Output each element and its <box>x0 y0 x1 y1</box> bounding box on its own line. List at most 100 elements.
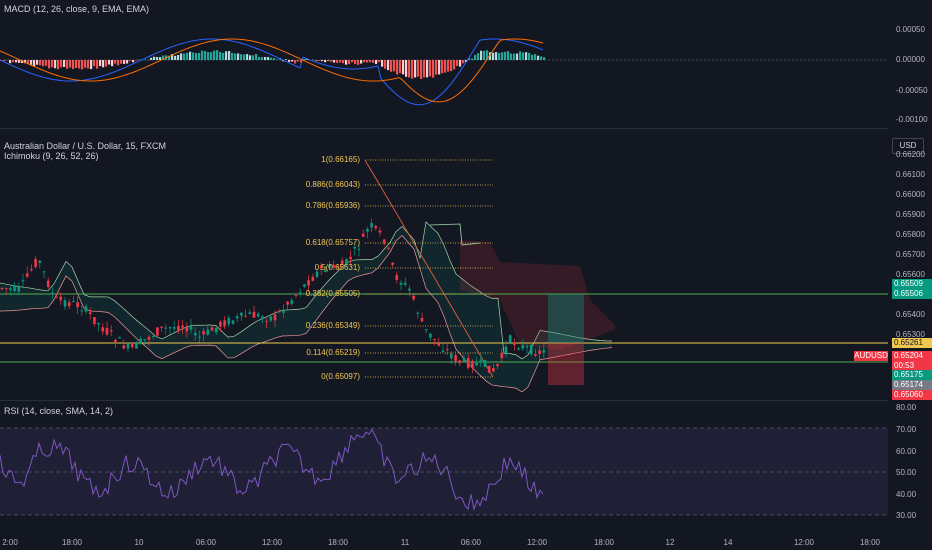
pane-divider-top[interactable] <box>0 128 888 129</box>
candle-body <box>265 320 268 322</box>
fib-trend-line <box>364 159 494 378</box>
macd-histogram-bar <box>294 60 297 64</box>
macd-histogram-bar <box>408 60 411 78</box>
macd-histogram-bar <box>342 60 345 64</box>
fib-level-label: 0.382(0.65505) <box>305 289 360 298</box>
macd-histogram-bar <box>99 60 102 67</box>
macd-histogram-bar <box>369 60 372 63</box>
macd-histogram-bar <box>120 60 123 64</box>
macd-histogram-bar <box>357 60 360 65</box>
ichimoku-legend[interactable]: Ichimoku (9, 26, 52, 26) <box>4 151 99 161</box>
macd-histogram-bar <box>168 55 171 60</box>
rsi-y-tick: 50.00 <box>896 468 917 477</box>
macd-legend[interactable]: MACD (12, 26, close, 9, EMA, EMA) <box>4 4 150 14</box>
candle-body <box>139 338 142 345</box>
rsi-legend[interactable]: RSI (14, close, SMA, 14, 2) <box>4 406 114 416</box>
candle-body <box>185 327 189 332</box>
candle-body <box>177 325 180 331</box>
candle-body <box>42 271 46 273</box>
macd-histogram-bar <box>234 53 237 60</box>
candle-body <box>303 284 306 287</box>
candle-body <box>109 330 113 332</box>
macd-histogram-bar <box>423 60 426 78</box>
candle-body <box>408 288 411 291</box>
macd-histogram-bar <box>153 56 156 60</box>
macd-histogram-bar <box>186 52 189 60</box>
candle-body <box>206 329 210 335</box>
ichimoku-peak <box>429 223 481 246</box>
macd-histogram-bar <box>321 60 324 62</box>
macd-histogram-bar <box>318 60 321 61</box>
macd-histogram-bar <box>237 53 240 60</box>
macd-histogram-bar <box>471 58 474 60</box>
candle-body <box>450 353 453 359</box>
price-tag: 0.65261 <box>892 338 932 348</box>
macd-histogram-bar <box>276 59 279 60</box>
candle-body <box>25 273 29 277</box>
macd-histogram-bar <box>12 60 15 63</box>
macd-histogram-bar <box>315 60 318 62</box>
candle-body <box>462 358 466 362</box>
candle-body <box>353 246 357 249</box>
macd-histogram-bar <box>231 52 234 60</box>
macd-histogram-bar <box>54 60 57 69</box>
fib-level-label: 1(0.66165) <box>321 155 360 164</box>
macd-histogram-bar <box>300 60 303 63</box>
candle-body <box>143 339 147 341</box>
candle-body <box>13 285 16 292</box>
macd-histogram-bar <box>459 60 462 67</box>
macd-y-tick: -0.00100 <box>896 115 928 124</box>
candle-body <box>496 363 499 367</box>
macd-histogram-bar <box>183 53 186 60</box>
candle-body <box>534 354 537 356</box>
candle-body <box>298 292 302 294</box>
macd-histogram-bar <box>402 60 405 75</box>
macd-histogram-bar <box>297 60 300 62</box>
symbol-title[interactable]: Australian Dollar / U.S. Dollar, 15, FXC… <box>4 141 167 151</box>
candle-body <box>164 327 168 329</box>
macd-histogram-bar <box>333 60 336 63</box>
macd-histogram-bar <box>42 60 45 67</box>
macd-histogram-bar <box>354 60 357 65</box>
candle-body <box>248 312 252 315</box>
fib-level-label: 0(0.65097) <box>321 372 360 381</box>
macd-histogram-bar <box>36 60 39 65</box>
macd-histogram-bar <box>51 60 54 68</box>
ichimoku-cloud-future <box>460 240 615 350</box>
macd-histogram-bar <box>27 60 30 65</box>
macd-histogram-bar <box>105 60 108 67</box>
macd-histogram-bar <box>486 50 489 60</box>
position-profit-zone <box>548 294 584 343</box>
macd-histogram-bar <box>360 60 363 64</box>
candle-body <box>38 260 42 263</box>
macd-histogram-bar <box>291 60 294 62</box>
currency-button[interactable]: USD <box>892 138 924 154</box>
macd-histogram-bar <box>72 60 75 70</box>
macd-histogram-bar <box>447 60 450 72</box>
candle-body <box>46 280 50 288</box>
candle-body <box>235 316 239 319</box>
candle-body <box>378 230 382 233</box>
candle-body <box>227 317 231 325</box>
macd-histogram-bar <box>483 50 486 60</box>
candle-body <box>357 248 361 250</box>
time-axis-label: 14 <box>723 538 733 547</box>
candle-body <box>34 258 37 268</box>
candle-body <box>118 337 121 339</box>
macd-histogram-bar <box>327 60 330 61</box>
candle-body <box>269 316 273 321</box>
macd-histogram-bar <box>240 54 243 60</box>
macd-histogram-bar <box>192 52 195 60</box>
macd-histogram-bar <box>78 60 81 69</box>
macd-histogram-bar <box>372 60 375 63</box>
pane-divider-bottom[interactable] <box>0 400 888 401</box>
price-y-tick: 0.65600 <box>896 270 925 279</box>
macd-histogram-bar <box>378 60 381 63</box>
macd-histogram-bar <box>33 60 36 67</box>
macd-histogram-bar <box>75 60 78 68</box>
candle-body <box>471 360 474 368</box>
candle-body <box>399 282 403 285</box>
candle-body <box>4 288 8 290</box>
macd-histogram-bar <box>543 57 546 60</box>
